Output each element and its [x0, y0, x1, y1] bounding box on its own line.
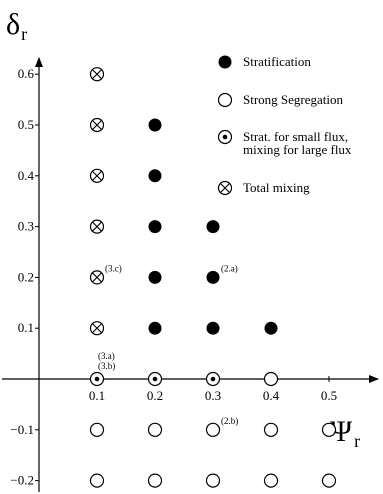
data-point-open-circle: [263, 473, 279, 488]
data-point-open-circle: [321, 422, 337, 437]
y-tick-label: 0.1: [18, 320, 34, 335]
point-annotation: (3.c): [105, 263, 122, 273]
point-annotations: (3.c) (2.a) (3.a)(3.b) (2.b): [98, 263, 238, 425]
legend-label: Strat. for small flux, mixing for large f…: [243, 129, 352, 157]
legend-marker-cross-circle: [217, 180, 233, 196]
legend-label: Total mixing: [243, 180, 310, 195]
y-axis-title: δr: [6, 8, 27, 44]
y-tick-label: 0.6: [18, 66, 35, 81]
y-tick-label: −0.2: [10, 473, 34, 488]
y-tick-label: −0.1: [10, 422, 34, 437]
ticks: 0.1 0.2 0.3 0.4 0.5 0.6 0.5 0.4 0.3 0.2 0.1 −0.1 −0.…: [10, 66, 337, 487]
x-tick-label: 0.1: [89, 388, 105, 403]
data-marks: [89, 67, 337, 488]
data-point-dot-circle: [205, 371, 221, 387]
data-point-open-circle: [321, 473, 337, 488]
point-annotation: (2.a): [221, 263, 238, 273]
data-point-cross-circle: [89, 270, 105, 285]
data-point-filled-circle: [148, 270, 162, 284]
point-annotation: (3.b): [98, 361, 115, 371]
data-point-open-circle: [205, 422, 221, 437]
data-point-filled-circle: [206, 321, 220, 335]
y-tick-label: 0.5: [18, 117, 34, 132]
data-point-dot-circle: [89, 371, 105, 387]
data-point-filled-circle: [148, 220, 162, 234]
data-point-cross-circle: [89, 168, 105, 183]
legend: Stratification Strong Segregation Strat. f…: [217, 54, 352, 196]
data-point-cross-circle: [89, 117, 105, 133]
data-point-filled-circle: [148, 169, 162, 183]
legend-label: Stratification: [243, 54, 311, 69]
data-point-cross-circle: [89, 67, 105, 82]
x-tick-label: 0.5: [321, 388, 337, 403]
data-point-filled-circle: [148, 118, 162, 132]
data-point-filled-circle: [264, 321, 278, 335]
data-point-filled-circle: [206, 220, 220, 234]
legend-label: Strong Segregation: [243, 92, 344, 107]
y-tick-label: 0.4: [18, 168, 35, 183]
data-point-open-circle: [89, 473, 105, 488]
data-point-open-circle: [263, 422, 279, 437]
data-point-filled-circle: [148, 321, 162, 335]
x-tick-label: 0.3: [205, 388, 221, 403]
y-tick-label: 0.2: [18, 269, 34, 284]
point-annotation: (3.a): [98, 351, 115, 361]
data-point-open-circle: [147, 422, 163, 437]
data-point-filled-circle: [206, 270, 220, 284]
legend-marker-open-circle: [217, 92, 233, 108]
data-point-dot-circle: [147, 371, 163, 387]
x-tick-label: 0.4: [263, 388, 280, 403]
data-point-cross-circle: [89, 321, 105, 336]
data-point-cross-circle: [89, 219, 105, 234]
data-point-open-circle: [263, 371, 279, 387]
legend-marker-filled-circle: [218, 55, 232, 69]
data-point-open-circle: [147, 473, 163, 488]
point-annotation: (2.b): [221, 416, 238, 426]
data-point-open-circle: [205, 473, 221, 488]
y-tick-label: 0.3: [18, 219, 34, 234]
legend-marker-dot-circle: [217, 129, 233, 145]
data-point-open-circle: [89, 422, 105, 437]
x-tick-label: 0.2: [147, 388, 163, 403]
